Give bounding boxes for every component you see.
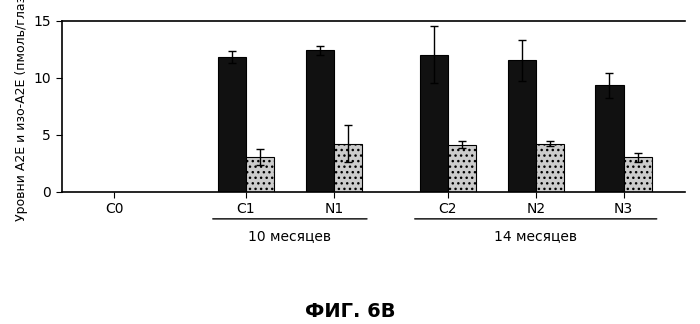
Bar <box>508 60 536 191</box>
Bar <box>624 157 652 191</box>
Bar <box>420 55 448 191</box>
Bar <box>218 57 246 191</box>
Text: 14 месяцев: 14 месяцев <box>494 229 578 243</box>
Bar <box>334 144 362 191</box>
Bar <box>306 50 334 191</box>
Text: 10 месяцев: 10 месяцев <box>248 229 331 243</box>
Bar <box>536 144 564 191</box>
Text: ФИГ. 6В: ФИГ. 6В <box>304 302 395 321</box>
Bar <box>596 86 624 191</box>
Bar <box>246 157 274 191</box>
Bar <box>448 145 476 191</box>
Y-axis label: Уровни А2Е и изо-А2Е (пмоль/глаз): Уровни А2Е и изо-А2Е (пмоль/глаз) <box>15 0 28 221</box>
